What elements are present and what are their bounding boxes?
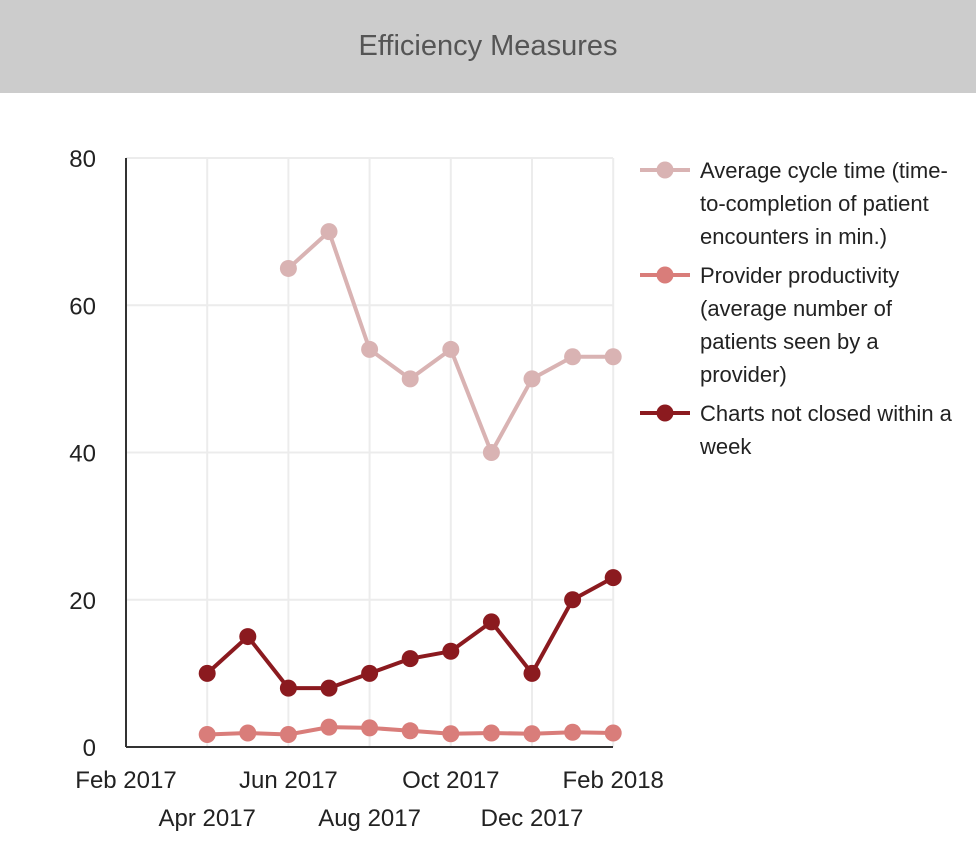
legend-label: Charts not closed within a week — [700, 401, 952, 459]
data-point — [482, 444, 500, 461]
x-tick-label: Oct 2017 — [402, 767, 499, 794]
data-point — [523, 725, 541, 743]
data-point — [523, 370, 541, 388]
data-point — [442, 642, 460, 660]
x-tick-label: Apr 2017 — [158, 805, 255, 832]
y-tick-label: 0 — [83, 735, 96, 762]
data-point — [198, 664, 216, 682]
x-tick-label: Jun 2017 — [239, 767, 338, 794]
data-point — [482, 613, 500, 631]
data-point — [401, 722, 419, 740]
chart-title: Efficiency Measures — [0, 0, 976, 93]
data-point — [239, 628, 257, 646]
legend-label: Average cycle time (time-to-completion o… — [700, 158, 948, 249]
x-tick-label: Aug 2017 — [318, 805, 421, 832]
data-point — [320, 223, 338, 241]
data-point — [401, 650, 419, 668]
data-point — [279, 725, 297, 743]
x-tick-label: Feb 2017 — [75, 767, 176, 794]
data-point — [361, 340, 379, 358]
legend-item: Provider productivity (average number of… — [640, 259, 970, 391]
data-point — [482, 724, 500, 742]
data-point — [361, 719, 379, 737]
y-tick-label: 60 — [69, 293, 96, 320]
legend-marker-icon — [640, 161, 690, 179]
data-point — [279, 679, 297, 697]
legend: Average cycle time (time-to-completion o… — [640, 154, 970, 469]
data-point — [604, 724, 622, 742]
data-point — [401, 370, 419, 388]
data-point — [442, 725, 460, 743]
data-point — [320, 718, 338, 736]
x-tick-label: Dec 2017 — [481, 805, 584, 832]
data-point — [604, 348, 622, 366]
data-point — [279, 259, 297, 277]
y-tick-label: 80 — [69, 146, 96, 173]
legend-label: Provider productivity (average number of… — [700, 263, 900, 387]
data-point — [564, 591, 582, 609]
data-point — [198, 725, 216, 743]
data-point — [239, 724, 257, 742]
x-tick-label: Feb 2018 — [562, 767, 663, 794]
data-point — [564, 348, 582, 366]
data-point — [361, 664, 379, 682]
data-point — [564, 723, 582, 741]
legend-item: Charts not closed within a week — [640, 397, 970, 463]
legend-marker-icon — [640, 266, 690, 284]
series-line-2 — [205, 575, 615, 691]
legend-marker-icon — [640, 404, 690, 422]
legend-item: Average cycle time (time-to-completion o… — [640, 154, 970, 253]
y-tick-label: 40 — [69, 441, 96, 468]
y-tick-label: 20 — [69, 588, 96, 615]
data-point — [523, 664, 541, 682]
data-point — [604, 569, 622, 587]
data-point — [320, 679, 338, 697]
data-point — [442, 340, 460, 358]
